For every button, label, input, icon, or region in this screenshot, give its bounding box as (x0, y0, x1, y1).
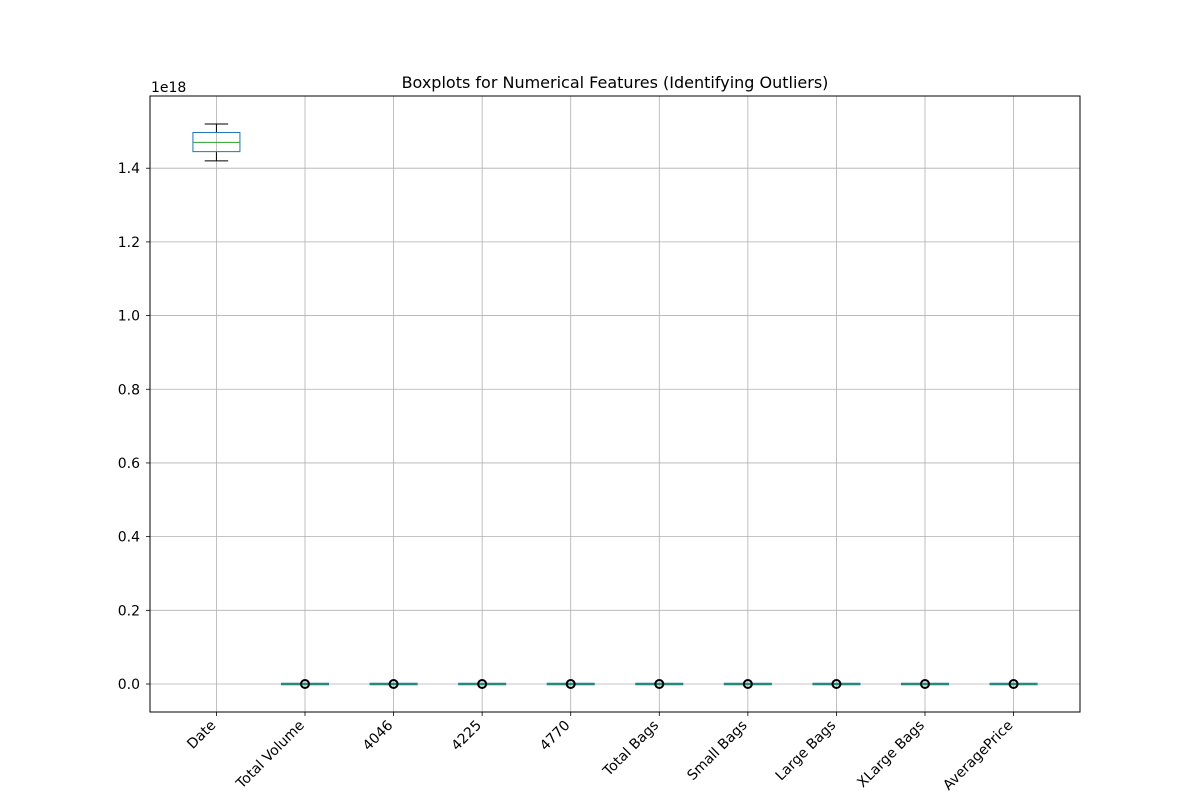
boxplot-total-volume (281, 679, 329, 689)
y-tick-label: 0.2 (118, 603, 140, 619)
grid-layer (150, 96, 1080, 712)
x-tick-label: Total Bags (600, 718, 663, 781)
plot-frame (149, 95, 1081, 713)
x-tick-label: 4046 (360, 717, 397, 754)
x-tick-label: AveragePrice (940, 718, 1016, 794)
y-tick-label: 1.0 (118, 309, 140, 325)
boxplot-averageprice (989, 679, 1038, 689)
boxplot-xlarge-bags (901, 679, 949, 689)
boxplot-date (192, 123, 241, 162)
x-tick-label: 4225 (448, 718, 485, 755)
outlier-marker (565, 679, 576, 689)
outlier-marker (654, 679, 665, 689)
axis-layer: 0.0 0.2 0.4 0.6 0.8 1.0 1.2 1.4 Date Total Volume… (118, 161, 1017, 793)
x-tick-label: Total Volume (233, 718, 308, 793)
y-tick-label: 0.0 (118, 677, 140, 693)
x-tick-label: Large Bags (773, 718, 840, 785)
outlier-marker (388, 679, 399, 689)
y-tick-label: 0.6 (118, 456, 140, 472)
y-tick-label: 1.2 (118, 235, 140, 251)
x-tick-label: XLarge Bags (854, 718, 927, 791)
x-tick-label: Date (184, 718, 219, 753)
boxplot-total-bags (635, 679, 684, 689)
outlier-marker (477, 679, 488, 689)
y-axis-offset-label: 1e18 (151, 80, 186, 96)
boxplot-4770 (546, 679, 595, 689)
y-tick-label: 1.4 (118, 161, 140, 177)
y-tick-label: 0.4 (118, 530, 140, 546)
box-layer (192, 123, 1038, 689)
boxplot-4046 (369, 679, 418, 689)
outlier-marker (831, 679, 842, 689)
outlier-marker (920, 679, 930, 689)
x-tick-label: Small Bags (684, 718, 750, 784)
chart-title: Boxplots for Numerical Features (Identif… (402, 73, 829, 92)
boxplot-large-bags (812, 679, 861, 689)
outlier-marker (300, 679, 310, 689)
outlier-marker (1008, 679, 1019, 689)
boxplot-4225 (458, 679, 507, 689)
x-tick-label: 4770 (537, 718, 574, 755)
outlier-marker (742, 679, 753, 689)
y-tick-label: 0.8 (118, 382, 140, 398)
boxplot-small-bags (723, 679, 772, 689)
